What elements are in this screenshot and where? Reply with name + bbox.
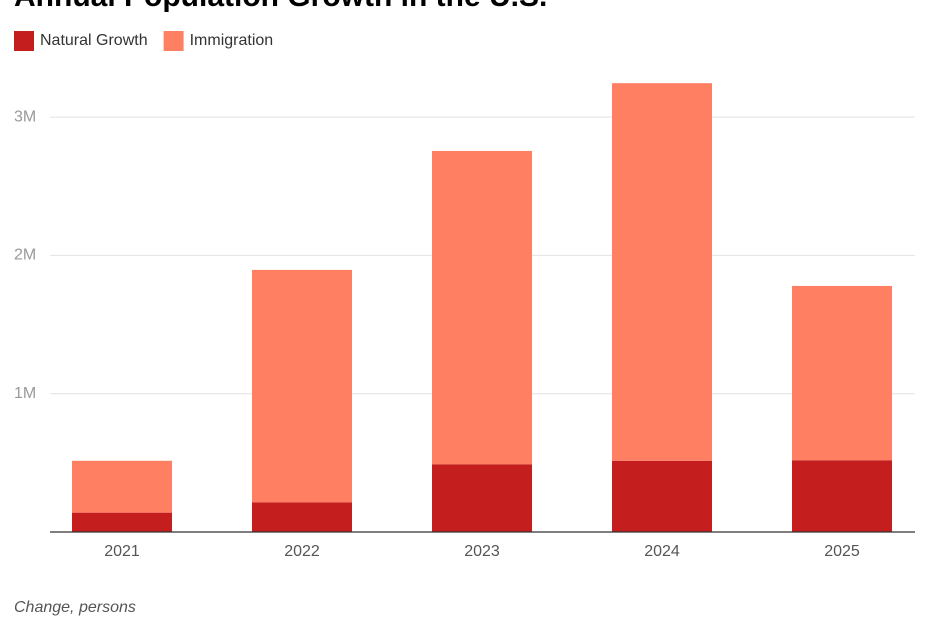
bar-segment [72, 460, 172, 513]
chart-title: Annual Population Growth in the U.S. [14, 0, 547, 13]
legend-label: Immigration [190, 32, 274, 49]
bar-segment [72, 512, 172, 532]
bar-segment [792, 285, 892, 461]
x-tick-label: 2025 [824, 543, 860, 560]
bar-segment [252, 269, 352, 503]
legend-swatch [14, 31, 34, 51]
bar-segment [612, 83, 712, 461]
caption: Change, persons [14, 599, 136, 616]
bar-segment [432, 150, 532, 465]
y-tick-label: 1M [14, 385, 36, 402]
bar-segment [792, 460, 892, 532]
x-tick-label: 2024 [644, 543, 680, 560]
legend-swatch [163, 31, 184, 51]
x-tick-label: 2023 [464, 543, 500, 560]
legend-label: Natural Growth [40, 32, 148, 49]
y-tick-label: 2M [14, 247, 36, 264]
bar-segment [252, 502, 352, 532]
x-tick-label: 2022 [284, 543, 320, 560]
bar-segment [432, 464, 532, 532]
bar-segment [612, 460, 712, 532]
x-tick-label: 2021 [104, 543, 140, 560]
y-tick-label: 3M [14, 108, 36, 125]
